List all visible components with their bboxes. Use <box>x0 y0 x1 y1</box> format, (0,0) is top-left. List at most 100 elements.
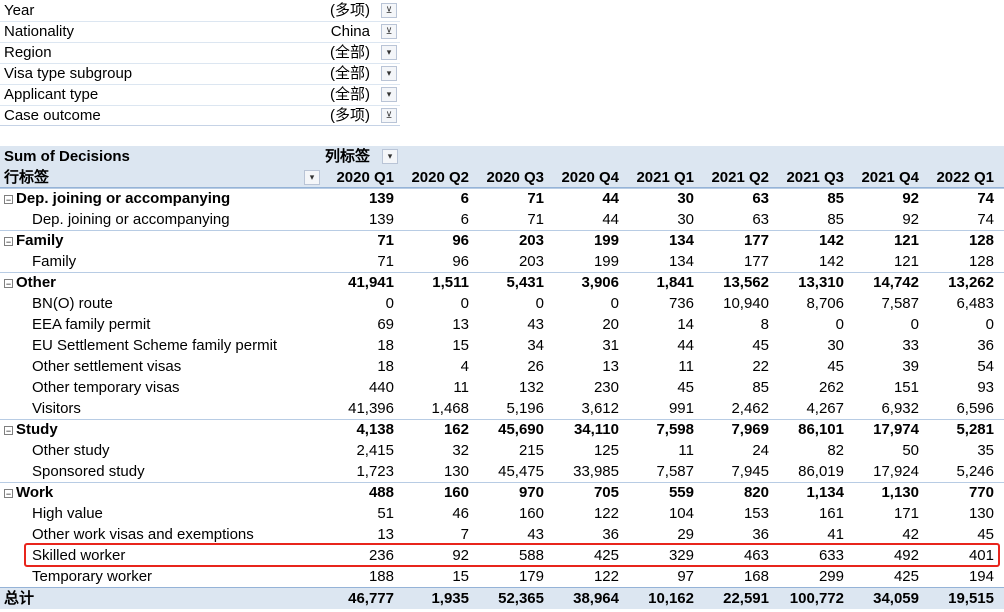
value-cell[interactable]: 1,468 <box>431 400 469 417</box>
value-cell[interactable]: 820 <box>743 484 769 501</box>
value-cell[interactable]: 132 <box>518 379 544 396</box>
value-cell[interactable]: 2,415 <box>356 442 394 459</box>
value-cell[interactable]: 588 <box>518 547 544 564</box>
value-cell[interactable]: 0 <box>910 316 919 333</box>
value-cell[interactable]: 34 <box>527 337 544 354</box>
value-cell[interactable]: 1,841 <box>656 274 694 291</box>
column-header[interactable]: 2022 Q1 <box>936 169 994 186</box>
value-cell[interactable]: 160 <box>443 484 469 501</box>
value-cell[interactable]: 7,945 <box>731 463 769 480</box>
value-cell[interactable]: 92 <box>902 190 919 207</box>
value-cell[interactable]: 63 <box>752 211 769 228</box>
value-cell[interactable]: 86,101 <box>798 421 844 438</box>
grand-total-cell[interactable]: 34,059 <box>873 590 919 607</box>
value-cell[interactable]: 299 <box>818 568 844 585</box>
column-header[interactable]: 2020 Q1 <box>336 169 394 186</box>
grand-total-cell[interactable]: 10,162 <box>648 590 694 607</box>
value-cell[interactable]: 4 <box>460 358 469 375</box>
value-cell[interactable]: 33 <box>902 337 919 354</box>
dropdown-arrow-icon[interactable]: ▾ <box>381 45 397 60</box>
value-cell[interactable]: 13,310 <box>798 274 844 291</box>
value-cell[interactable]: 43 <box>527 526 544 543</box>
value-cell[interactable]: 5,431 <box>506 274 544 291</box>
value-cell[interactable]: 203 <box>518 232 544 249</box>
value-cell[interactable]: 54 <box>977 358 994 375</box>
value-cell[interactable]: 0 <box>610 295 619 312</box>
value-cell[interactable]: 199 <box>593 232 619 249</box>
value-cell[interactable]: 41,396 <box>348 400 394 417</box>
value-cell[interactable]: 463 <box>743 547 769 564</box>
value-cell[interactable]: 30 <box>677 211 694 228</box>
value-cell[interactable]: 14,742 <box>873 274 919 291</box>
value-cell[interactable]: 4,138 <box>356 421 394 438</box>
value-cell[interactable]: 134 <box>668 253 694 270</box>
value-cell[interactable]: 41,941 <box>348 274 394 291</box>
value-cell[interactable]: 199 <box>593 253 619 270</box>
value-cell[interactable]: 151 <box>893 379 919 396</box>
column-header[interactable]: 2021 Q3 <box>786 169 844 186</box>
value-cell[interactable]: 15 <box>452 568 469 585</box>
dropdown-arrow-icon[interactable]: ▾ <box>381 66 397 81</box>
value-cell[interactable]: 230 <box>593 379 619 396</box>
value-cell[interactable]: 93 <box>977 379 994 396</box>
filter-applied-icon[interactable]: ⊻ <box>381 108 397 123</box>
value-cell[interactable]: 160 <box>518 505 544 522</box>
value-cell[interactable]: 559 <box>668 484 694 501</box>
value-cell[interactable]: 0 <box>835 316 844 333</box>
value-cell[interactable]: 63 <box>752 190 769 207</box>
value-cell[interactable]: 162 <box>443 421 469 438</box>
value-cell[interactable]: 134 <box>668 232 694 249</box>
value-cell[interactable]: 104 <box>668 505 694 522</box>
value-cell[interactable]: 31 <box>602 337 619 354</box>
column-labels-dropdown-icon[interactable]: ▾ <box>382 149 398 164</box>
value-cell[interactable]: 215 <box>518 442 544 459</box>
row-labels-dropdown-icon[interactable]: ▾ <box>304 170 320 185</box>
value-cell[interactable]: 20 <box>602 316 619 333</box>
value-cell[interactable]: 30 <box>677 190 694 207</box>
value-cell[interactable]: 121 <box>893 253 919 270</box>
value-cell[interactable]: 15 <box>452 337 469 354</box>
value-cell[interactable]: 13 <box>377 526 394 543</box>
value-cell[interactable]: 8,706 <box>806 295 844 312</box>
value-cell[interactable]: 7,587 <box>656 463 694 480</box>
value-cell[interactable]: 96 <box>452 232 469 249</box>
value-cell[interactable]: 0 <box>985 316 994 333</box>
value-cell[interactable]: 194 <box>968 568 994 585</box>
value-cell[interactable]: 36 <box>602 526 619 543</box>
value-cell[interactable]: 1,511 <box>432 274 469 291</box>
value-cell[interactable]: 0 <box>385 295 394 312</box>
value-cell[interactable]: 440 <box>368 379 394 396</box>
value-cell[interactable]: 633 <box>818 547 844 564</box>
collapse-icon[interactable]: − <box>4 278 13 289</box>
value-cell[interactable]: 10,940 <box>723 295 769 312</box>
column-header[interactable]: 2021 Q4 <box>861 169 919 186</box>
value-cell[interactable]: 2,462 <box>731 400 769 417</box>
value-cell[interactable]: 6,483 <box>956 295 994 312</box>
value-cell[interactable]: 85 <box>827 211 844 228</box>
value-cell[interactable]: 1,130 <box>881 484 919 501</box>
value-cell[interactable]: 5,281 <box>956 421 994 438</box>
value-cell[interactable]: 179 <box>518 568 544 585</box>
value-cell[interactable]: 6 <box>460 211 469 228</box>
collapse-icon[interactable]: − <box>4 236 13 247</box>
value-cell[interactable]: 736 <box>668 295 694 312</box>
column-header[interactable]: 2020 Q3 <box>486 169 544 186</box>
value-cell[interactable]: 13 <box>452 316 469 333</box>
value-cell[interactable]: 3,906 <box>581 274 619 291</box>
value-cell[interactable]: 45 <box>677 379 694 396</box>
value-cell[interactable]: 13,262 <box>948 274 994 291</box>
value-cell[interactable]: 85 <box>752 379 769 396</box>
value-cell[interactable]: 71 <box>377 232 394 249</box>
value-cell[interactable]: 5,196 <box>506 400 544 417</box>
value-cell[interactable]: 122 <box>593 568 619 585</box>
value-cell[interactable]: 39 <box>902 358 919 375</box>
grand-total-cell[interactable]: 22,591 <box>723 590 769 607</box>
value-cell[interactable]: 7,969 <box>731 421 769 438</box>
value-cell[interactable]: 7,587 <box>881 295 919 312</box>
value-cell[interactable]: 71 <box>377 253 394 270</box>
value-cell[interactable]: 26 <box>527 358 544 375</box>
grand-total-cell[interactable]: 100,772 <box>789 590 844 607</box>
value-cell[interactable]: 17,974 <box>873 421 919 438</box>
value-cell[interactable]: 161 <box>818 505 844 522</box>
column-header[interactable]: 2021 Q2 <box>711 169 769 186</box>
